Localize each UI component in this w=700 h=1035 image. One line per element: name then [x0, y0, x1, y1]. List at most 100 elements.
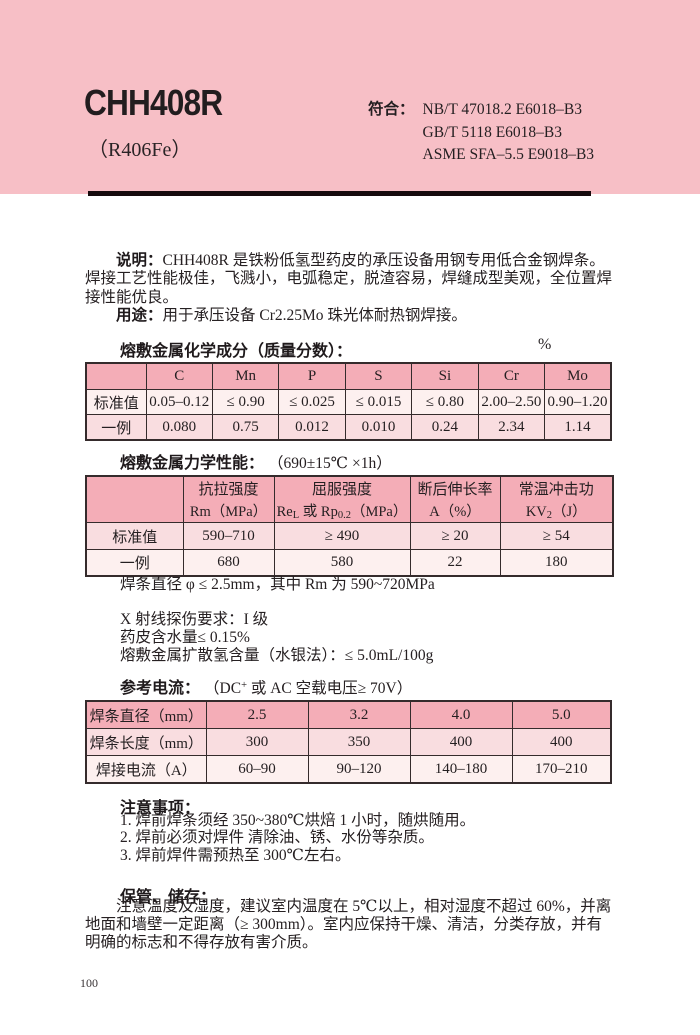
standard-item: NB/T 47018.2 E6018–B3 [422, 101, 582, 118]
standards-block: 符合： NB/T 47018.2 E6018–B3 GB/T 5118 E601… [368, 99, 594, 167]
description-paragraph: 说明：CHH408R 是铁粉低氢型药皮的承压设备用钢专用低合金钢焊条。焊接工艺性… [85, 252, 615, 307]
caution-item: 1. 焊前焊条须经 350~380℃烘焙 1 小时，随烘随用。 [120, 812, 476, 829]
mechanical-properties-table: 抗拉强度 Rm（MPa） 屈服强度 ReL 或 Rp0.2（MPa） 断后伸长率… [85, 475, 614, 577]
table-cell: ≤ 0.025 [278, 389, 346, 415]
column-header: Mn [211, 362, 280, 390]
standard-item: ASME SFA–5.5 E9018–B3 [422, 146, 595, 163]
table-cell: 0.90–1.20 [544, 389, 612, 415]
storage-heading: 保管、储存： [120, 889, 217, 906]
description-text: CHH408R 是铁粉低氢型药皮的承压设备用钢专用低合金钢焊条。焊接工艺性能极佳… [85, 252, 613, 306]
column-header: 屈服强度 ReL 或 Rp0.2（MPa） [273, 475, 411, 523]
mech-heading: 熔敷金属力学性能： [120, 455, 265, 472]
row-label: 一例 [85, 414, 147, 441]
product-alias: （R406Fe） [88, 139, 192, 161]
table-cell: 180 [499, 549, 614, 577]
table-cell: ≥ 20 [409, 522, 501, 550]
row-label: 一例 [85, 549, 184, 577]
welding-current-table: 焊条直径（mm） 2.5 3.2 4.0 5.0 焊条长度（mm） 300 35… [85, 700, 612, 784]
table-cell: 0.012 [278, 414, 346, 441]
hydrogen-note: 熔敷金属扩散氢含量（水银法）：≤ 5.0mL/100g [120, 646, 434, 664]
table-cell: 0.24 [411, 414, 479, 441]
cautions-list: 1. 焊前焊条须经 350~380℃烘焙 1 小时，随烘随用。 2. 焊前必须对… [120, 812, 475, 864]
table-cell: 680 [182, 549, 275, 577]
diameter-note: 焊条直径 φ ≤ 2.5mm，其中 Rm 为 590~720MPa [120, 576, 435, 593]
page-number: 100 [80, 976, 98, 990]
column-header: 抗拉强度 Rm（MPa） [182, 475, 275, 523]
xray-note: X 射线探伤要求：I 级 [120, 611, 269, 628]
table-cell: 5.0 [511, 700, 612, 729]
column-header: 断后伸长率 A（%） [409, 475, 501, 523]
table-cell: 140–180 [409, 755, 513, 784]
table-header-row: 抗拉强度 Rm（MPa） 屈服强度 ReL 或 Rp0.2（MPa） 断后伸长率… [85, 475, 614, 523]
column-header: Mo [544, 362, 612, 390]
table-cell: 400 [511, 728, 612, 756]
column-header: S [344, 362, 413, 390]
table-cell: 350 [307, 728, 411, 756]
row-label: 焊接电流（A） [85, 755, 207, 784]
table-cell: 300 [205, 728, 309, 756]
corner-cell [85, 362, 147, 390]
header-rule [88, 191, 591, 196]
table-row: 焊条长度（mm） 300 350 400 400 [85, 728, 612, 756]
column-header: C [145, 362, 213, 390]
table-cell: 0.010 [344, 414, 413, 441]
current-condition: （DC+ 或 AC 空载电压≥ 70V） [204, 680, 413, 697]
column-header: P [278, 362, 346, 390]
corner-cell [85, 475, 184, 523]
table-row: 标准值 0.05–0.12 ≤ 0.90 ≤ 0.025 ≤ 0.015 ≤ 0… [85, 389, 612, 415]
table-cell: 580 [273, 549, 411, 577]
usage-text: 用于承压设备 Cr2.25Mo 珠光体耐热钢焊接。 [162, 307, 467, 324]
table-cell: 170–210 [511, 755, 612, 784]
table-cell: 2.34 [477, 414, 546, 441]
cautions-heading: 注意事项： [120, 800, 201, 817]
mech-condition: （690±15℃ ×1h） [268, 455, 392, 472]
caution-item: 2. 焊前必须对焊件 清除油、锈、水份等杂质。 [120, 829, 434, 847]
table-cell: 1.14 [544, 414, 612, 441]
table-cell: ≥ 54 [499, 522, 614, 550]
conform-label: 符合： [368, 101, 415, 118]
table-cell: 0.080 [145, 414, 213, 441]
table-row: 标准值 590–710 ≥ 490 ≥ 20 ≥ 54 [85, 522, 614, 550]
description-label: 说明： [116, 252, 163, 269]
table-cell: 590–710 [182, 522, 275, 550]
table-header-row: C Mn P S Si Cr Mo [85, 362, 612, 390]
header-band: CHH408R （R406Fe） 符合： NB/T 47018.2 E6018–… [0, 0, 700, 194]
moisture-note: 药皮含水量≤ 0.15% [120, 628, 250, 646]
table-cell: ≥ 490 [273, 522, 411, 550]
table-cell: 0.75 [211, 414, 280, 441]
table-row: 一例 0.080 0.75 0.012 0.010 0.24 2.34 1.14 [85, 414, 612, 441]
column-header: Si [411, 362, 479, 390]
chem-heading: 熔敷金属化学成分（质量分数）： [120, 343, 353, 360]
row-label: 焊条直径（mm） [85, 700, 207, 729]
product-code: CHH408R [84, 82, 223, 123]
table-cell: 0.05–0.12 [145, 389, 213, 415]
table-header-row: 焊条直径（mm） 2.5 3.2 4.0 5.0 [85, 700, 612, 729]
table-cell: 3.2 [307, 700, 411, 729]
caution-item: 3. 焊前焊件需预热至 300℃左右。 [120, 846, 351, 864]
storage-paragraph: 注意温度及湿度，建议室内温度在 5℃以上，相对湿度不超过 60%，并离地面和墙壁… [85, 898, 612, 951]
standards-list: NB/T 47018.2 E6018–B3 GB/T 5118 E6018–B3… [423, 99, 595, 167]
table-cell: ≤ 0.80 [411, 389, 479, 415]
mech-heading-line: 熔敷金属力学性能： （690±15℃ ×1h） [120, 449, 392, 473]
table-cell: 2.00–2.50 [477, 389, 546, 415]
chemical-composition-table: C Mn P S Si Cr Mo 标准值 0.05–0.12 ≤ 0.90 ≤… [85, 362, 612, 441]
table-cell: 4.0 [409, 700, 513, 729]
usage-label: 用途： [116, 307, 163, 324]
chem-unit: % [538, 336, 552, 353]
table-cell: 22 [409, 549, 501, 577]
usage-line: 用途：用于承压设备 Cr2.25Mo 珠光体耐热钢焊接。 [85, 307, 615, 325]
column-header: 常温冲击功 KV2（J） [499, 475, 614, 523]
table-cell: 60–90 [205, 755, 309, 784]
table-cell: 90–120 [307, 755, 411, 784]
row-label: 标准值 [85, 522, 184, 550]
table-row: 一例 680 580 22 180 [85, 549, 614, 577]
table-cell: 400 [409, 728, 513, 756]
column-header: Cr [477, 362, 546, 390]
current-heading-line: 参考电流： （DC+ 或 AC 空载电压≥ 70V） [120, 674, 412, 698]
table-cell: ≤ 0.015 [344, 389, 413, 415]
inspection-notes: X 射线探伤要求：I 级 药皮含水量≤ 0.15% 熔敷金属扩散氢含量（水银法）… [120, 611, 433, 664]
current-heading: 参考电流： [120, 680, 201, 697]
table-cell: 2.5 [205, 700, 309, 729]
table-row: 焊接电流（A） 60–90 90–120 140–180 170–210 [85, 755, 612, 784]
